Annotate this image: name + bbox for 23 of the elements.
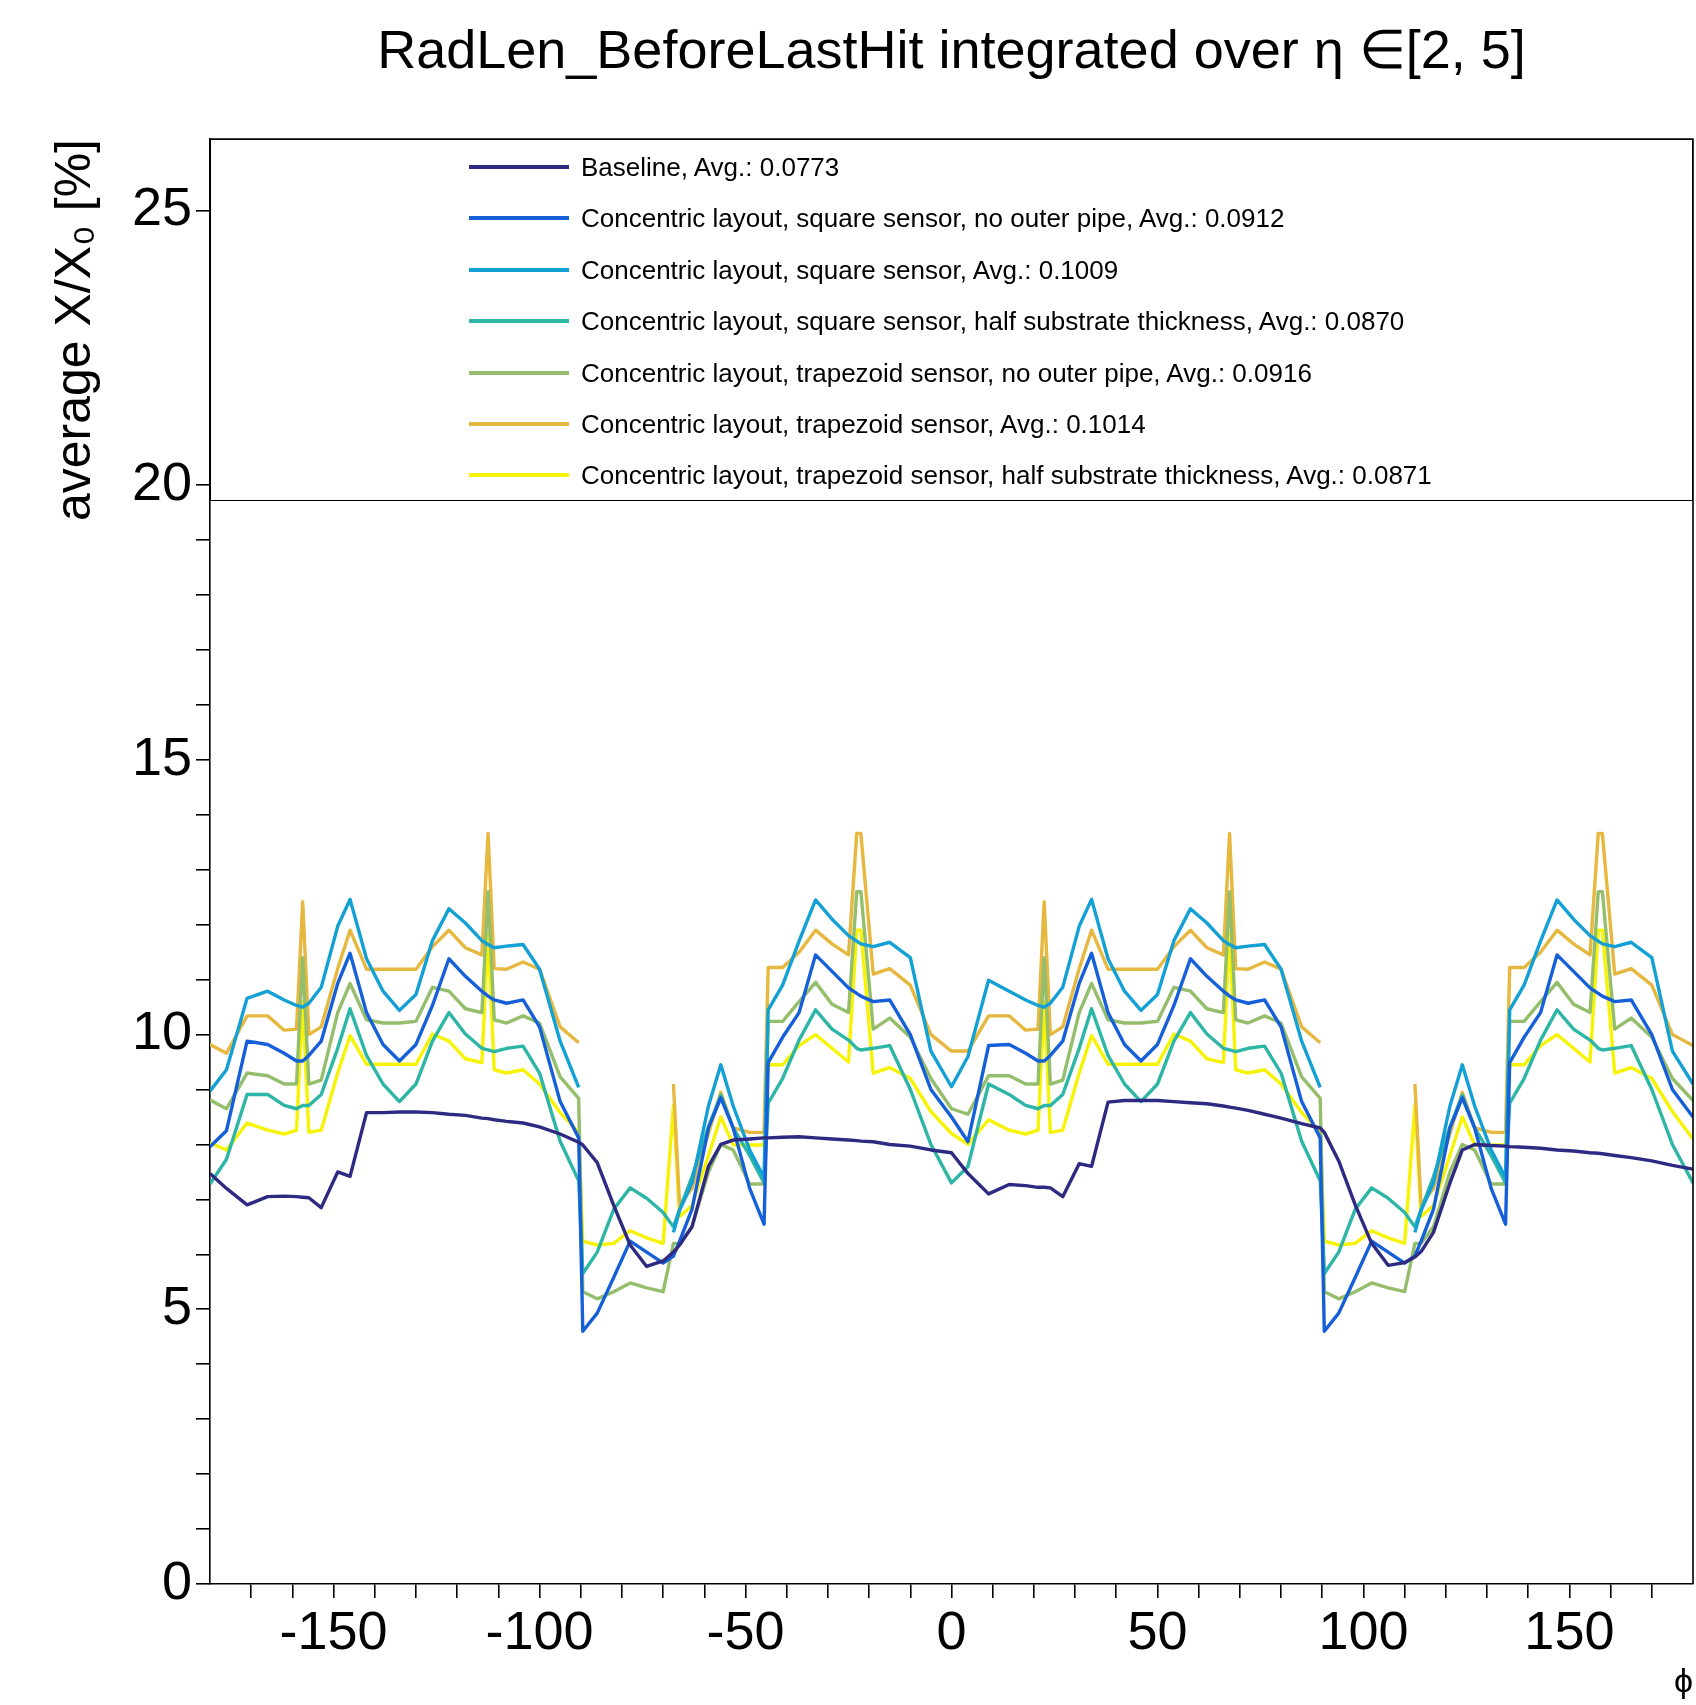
y-tick-label: 5: [161, 1275, 192, 1336]
x-tick-label: 150: [1524, 1600, 1615, 1661]
y-tick-label: 15: [131, 725, 192, 786]
x-tick-label: 100: [1318, 1600, 1409, 1661]
x-tick-label: -150: [279, 1600, 388, 1661]
legend-label: Concentric layout, square sensor, Avg.: 0.1009: [581, 254, 1119, 286]
chart-title: RadLen_BeforeLastHit integrated over η ∈[2, 5]: [376, 18, 1527, 81]
y-tick-label: 10: [131, 1000, 192, 1061]
legend-label: Concentric layout, trapezoid sensor, half substrate thickness, Avg.: 0.0871: [581, 459, 1432, 491]
x-axis-title: ϕ: [1673, 1660, 1693, 1699]
y-tick-label: 25: [131, 176, 192, 237]
x-tick-label: -50: [706, 1600, 785, 1661]
x-tick-label: -100: [485, 1600, 594, 1661]
x-tick-label: 0: [936, 1600, 967, 1661]
legend-label: Concentric layout, trapezoid sensor, Avg.: 0.1014: [581, 408, 1146, 440]
legend-label: Concentric layout, trapezoid sensor, no outer pipe, Avg.: 0.0916: [581, 357, 1312, 389]
legend-label: Concentric layout, square sensor, half substrate thickness, Avg.: 0.0870: [581, 305, 1405, 337]
y-tick-label: 20: [131, 451, 192, 512]
legend-label: Concentric layout, square sensor, no outer pipe, Avg.: 0.0912: [581, 202, 1285, 234]
legend-label: Baseline, Avg.: 0.0773: [581, 151, 840, 183]
y-tick-label: 0: [161, 1549, 192, 1610]
x-tick-label: 50: [1127, 1600, 1188, 1661]
y-axis-title: average X/X₀ [%]: [44, 139, 101, 522]
